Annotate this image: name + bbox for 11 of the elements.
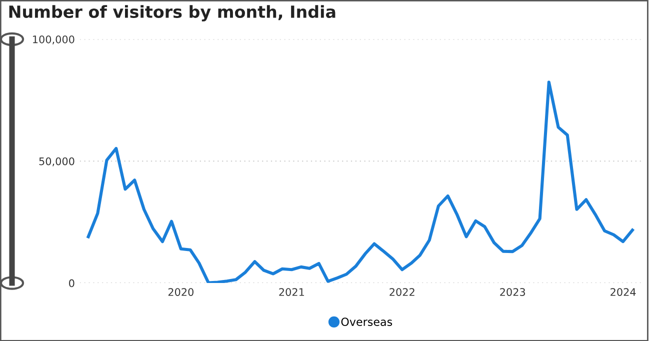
y-tick-label: 0	[69, 279, 74, 288]
x-tick-label: 2022	[390, 288, 414, 296]
x-tick-label: 2023	[500, 288, 526, 296]
x-tick-label: 2020	[168, 288, 194, 296]
line-series	[86, 80, 634, 284]
y-tick-label: 50,000	[39, 157, 74, 166]
legend-label: Overseas	[341, 318, 392, 326]
y-tick-label: 100,000	[33, 35, 74, 44]
chart-title: Number of visitors by month, India	[9, 5, 336, 22]
x-tick-label: 2021	[279, 288, 304, 296]
x-tick-label: 2024	[610, 288, 636, 296]
